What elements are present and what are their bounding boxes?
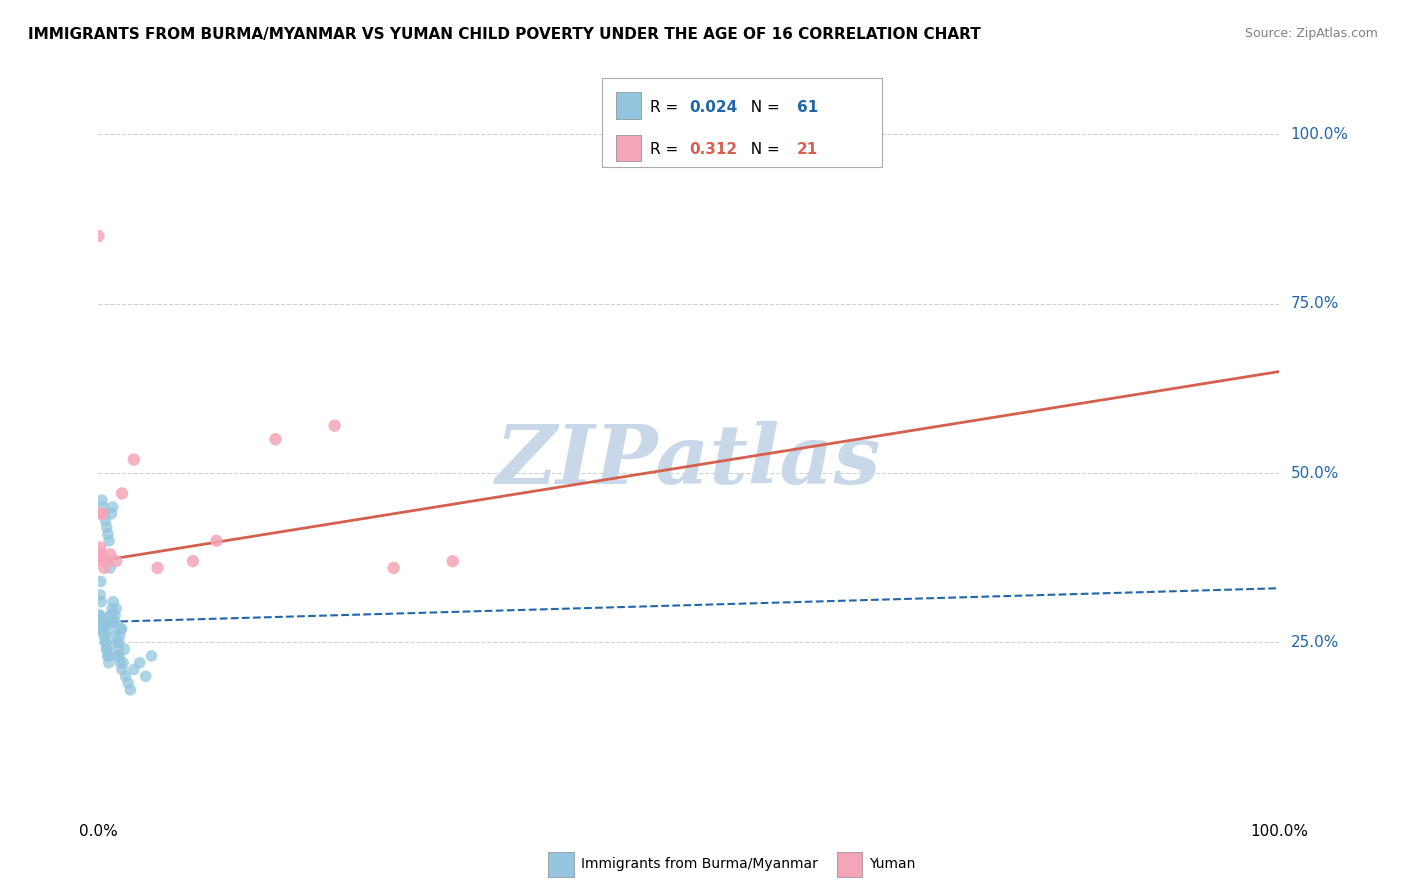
Point (104, 608, 127, 623)
Point (104, 629, 127, 643)
Point (94, 635, 117, 649)
Point (93, 561, 115, 575)
Point (111, 486, 134, 500)
Point (105, 635, 128, 649)
Point (97, 656, 120, 670)
Point (105, 601, 128, 615)
Point (91, 554, 114, 568)
Point (97, 648, 120, 663)
Point (89, 547, 111, 561)
Point (97, 527, 120, 541)
Point (323, 418, 346, 433)
Point (205, 533, 228, 548)
Point (89, 541, 111, 555)
Point (111, 663, 134, 677)
Point (110, 622, 132, 636)
Text: R =: R = (650, 100, 683, 115)
Point (93, 629, 115, 643)
Point (128, 656, 150, 670)
Point (112, 656, 135, 670)
Point (103, 595, 125, 609)
Point (382, 561, 405, 575)
Point (135, 669, 157, 683)
Point (90, 507, 112, 521)
Text: IMMIGRANTS FROM BURMA/MYANMAR VS YUMAN CHILD POVERTY UNDER THE AGE OF 16 CORRELA: IMMIGRANTS FROM BURMA/MYANMAR VS YUMAN C… (28, 27, 981, 42)
Point (108, 648, 131, 663)
Point (100, 507, 122, 521)
Point (96, 520, 118, 534)
Point (98, 547, 121, 561)
Point (87, 547, 110, 561)
Point (181, 554, 204, 568)
Point (96, 642, 118, 657)
Point (100, 608, 122, 623)
Point (264, 432, 287, 446)
Point (98, 533, 121, 548)
Point (110, 656, 132, 670)
Point (120, 682, 142, 697)
Point (98, 561, 121, 575)
Point (105, 648, 128, 663)
Point (103, 615, 125, 629)
Point (107, 635, 129, 649)
Point (122, 452, 145, 467)
Text: 50.0%: 50.0% (1291, 466, 1339, 481)
Point (108, 629, 131, 643)
Point (101, 601, 124, 615)
Text: 25.0%: 25.0% (1291, 635, 1339, 650)
Text: N =: N = (741, 142, 785, 157)
Point (91, 493, 114, 508)
Text: 100.0%: 100.0% (1291, 127, 1348, 142)
Text: Immigrants from Burma/Myanmar: Immigrants from Burma/Myanmar (581, 857, 817, 871)
Point (141, 648, 163, 663)
Point (93, 507, 115, 521)
Point (122, 663, 145, 677)
Point (91, 507, 114, 521)
Point (90, 615, 112, 629)
Point (100, 608, 122, 623)
Text: 61: 61 (797, 100, 818, 115)
Point (107, 642, 129, 657)
Point (94, 514, 117, 528)
Text: 0.312: 0.312 (689, 142, 737, 157)
Text: Yuman: Yuman (869, 857, 915, 871)
Point (90, 574, 112, 589)
Point (98, 615, 121, 629)
Point (146, 561, 169, 575)
Point (112, 642, 135, 657)
Point (96, 642, 118, 657)
Point (89, 615, 111, 629)
Point (98, 622, 121, 636)
Text: 0.024: 0.024 (689, 100, 737, 115)
Point (105, 554, 128, 568)
Point (441, 554, 464, 568)
Point (87, 229, 110, 244)
Text: 75.0%: 75.0% (1291, 296, 1339, 311)
Point (114, 669, 136, 683)
Point (101, 500, 124, 514)
Point (93, 622, 115, 636)
Point (103, 615, 125, 629)
Point (87, 622, 110, 636)
Point (110, 622, 132, 636)
Text: R =: R = (650, 142, 683, 157)
Point (87, 608, 110, 623)
Point (89, 622, 111, 636)
Point (94, 635, 117, 649)
Point (90, 547, 112, 561)
Point (94, 629, 117, 643)
Text: 21: 21 (797, 142, 818, 157)
Text: N =: N = (741, 100, 785, 115)
Text: Source: ZipAtlas.com: Source: ZipAtlas.com (1244, 27, 1378, 40)
Point (91, 622, 114, 636)
Point (91, 615, 114, 629)
Point (90, 608, 112, 623)
Point (97, 648, 120, 663)
Text: ZIPatlas: ZIPatlas (496, 421, 882, 500)
Point (90, 595, 112, 609)
Point (91, 500, 114, 514)
Point (96, 554, 118, 568)
Point (117, 676, 139, 690)
Point (89, 588, 111, 602)
